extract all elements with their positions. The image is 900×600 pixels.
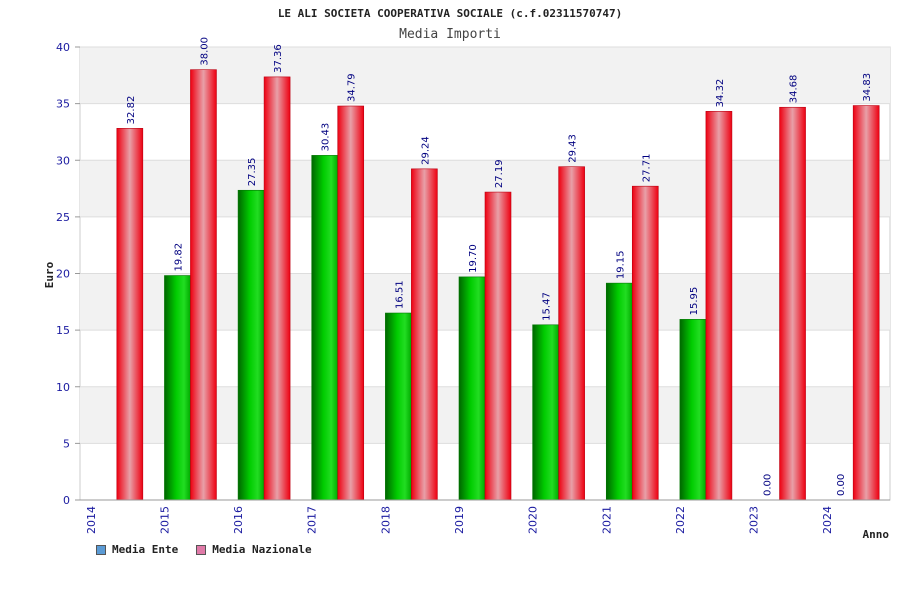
- y-tick-label: 30: [56, 154, 70, 167]
- data-label: 37.36: [273, 44, 284, 73]
- y-tick-label: 0: [63, 494, 70, 507]
- y-tick-label: 15: [56, 324, 70, 337]
- x-tick-label: 2021: [600, 506, 613, 534]
- bar-media-nazionale-2019: [484, 191, 512, 501]
- bar-media-nazionale-2022: [705, 111, 733, 501]
- x-tick-label: 2019: [453, 506, 466, 534]
- data-label: 15.47: [542, 292, 553, 321]
- bar-media-nazionale-2014: [116, 128, 144, 501]
- bar-media-ente-2016: [237, 189, 265, 501]
- bar-media-nazionale-2024: [852, 105, 880, 501]
- y-tick-label: 35: [56, 98, 70, 111]
- bar-media-nazionale-2016: [263, 76, 291, 501]
- y-tick-label: 10: [56, 381, 70, 394]
- legend-item-media-nazionale: Media Nazionale: [196, 543, 312, 556]
- data-label: 34.68: [789, 75, 800, 104]
- data-labels: 32.82 19.82 38.00 27.35 37.36 30.43 34.79 16.51…: [126, 37, 873, 496]
- data-label: 19.15: [615, 250, 626, 279]
- x-axis-ticks: 2014 2015 2016 2017 2018 2019 2020 2021 2022 2023…: [80, 499, 890, 534]
- bars: [116, 69, 880, 501]
- chart-title: LE ALI SOCIETA COOPERATIVA SOCIALE (c.f.…: [278, 7, 622, 20]
- y-axis-label: Euro: [43, 261, 56, 288]
- data-label: 19.82: [173, 243, 184, 272]
- legend: Media Ente Media Nazionale: [96, 543, 312, 556]
- data-label: 0.00: [836, 474, 847, 496]
- x-tick-label: 2020: [527, 506, 540, 534]
- y-tick-label: 40: [56, 41, 70, 54]
- data-label: 27.35: [247, 158, 258, 187]
- data-label: 34.32: [715, 79, 726, 108]
- data-label: 29.43: [568, 134, 579, 163]
- chart-subtitle: Media Importi: [399, 27, 501, 42]
- x-tick-label: 2024: [821, 506, 834, 534]
- data-label: 0.00: [763, 474, 774, 496]
- data-label: 38.00: [199, 37, 210, 66]
- bar-media-ente-2020: [532, 324, 559, 501]
- x-tick-label: 2018: [379, 506, 392, 534]
- data-label: 30.43: [321, 123, 332, 152]
- bar-media-ente-2018: [385, 312, 412, 501]
- data-label: 16.51: [394, 280, 405, 309]
- legend-swatch-media-ente: [96, 544, 106, 555]
- legend-item-media-ente: Media Ente: [96, 543, 178, 556]
- bar-media-nazionale-2020: [558, 166, 585, 501]
- x-axis-label: Anno: [863, 528, 890, 541]
- bar-media-ente-2017: [311, 155, 339, 501]
- bar-media-nazionale-2021: [631, 185, 659, 501]
- legend-swatch-media-nazionale: [196, 544, 207, 555]
- data-label: 15.95: [689, 287, 700, 316]
- y-tick-label: 25: [56, 211, 70, 224]
- bar-media-nazionale-2018: [411, 168, 438, 501]
- x-tick-label: 2015: [158, 506, 171, 534]
- legend-label-media-ente: Media Ente: [112, 543, 179, 556]
- data-label: 19.70: [468, 244, 479, 273]
- legend-label-media-nazionale: Media Nazionale: [212, 543, 312, 556]
- data-label: 34.79: [347, 73, 358, 102]
- x-tick-label: 2016: [232, 506, 245, 534]
- y-tick-label: 20: [56, 268, 70, 281]
- data-label: 32.82: [126, 96, 137, 125]
- bar-media-ente-2015: [164, 275, 191, 501]
- bar-media-nazionale-2017: [337, 105, 365, 501]
- bar-media-ente-2021: [605, 282, 633, 501]
- data-label: 34.83: [862, 73, 873, 102]
- x-tick-label: 2023: [748, 506, 761, 534]
- bar-media-nazionale-2015: [190, 69, 217, 501]
- x-tick-label: 2022: [674, 506, 687, 534]
- x-tick-label: 2014: [85, 506, 98, 534]
- data-label: 27.19: [494, 159, 505, 188]
- data-label: 27.71: [641, 154, 652, 183]
- bar-media-nazionale-2023: [779, 106, 806, 501]
- x-tick-label: 2017: [306, 506, 319, 534]
- bar-media-ente-2022: [679, 319, 707, 501]
- data-label: 29.24: [420, 136, 431, 165]
- y-tick-label: 5: [63, 437, 70, 450]
- y-axis-ticks: 0 5 10 15 20 25 30 35 40: [56, 41, 80, 507]
- bar-media-ente-2019: [458, 276, 486, 501]
